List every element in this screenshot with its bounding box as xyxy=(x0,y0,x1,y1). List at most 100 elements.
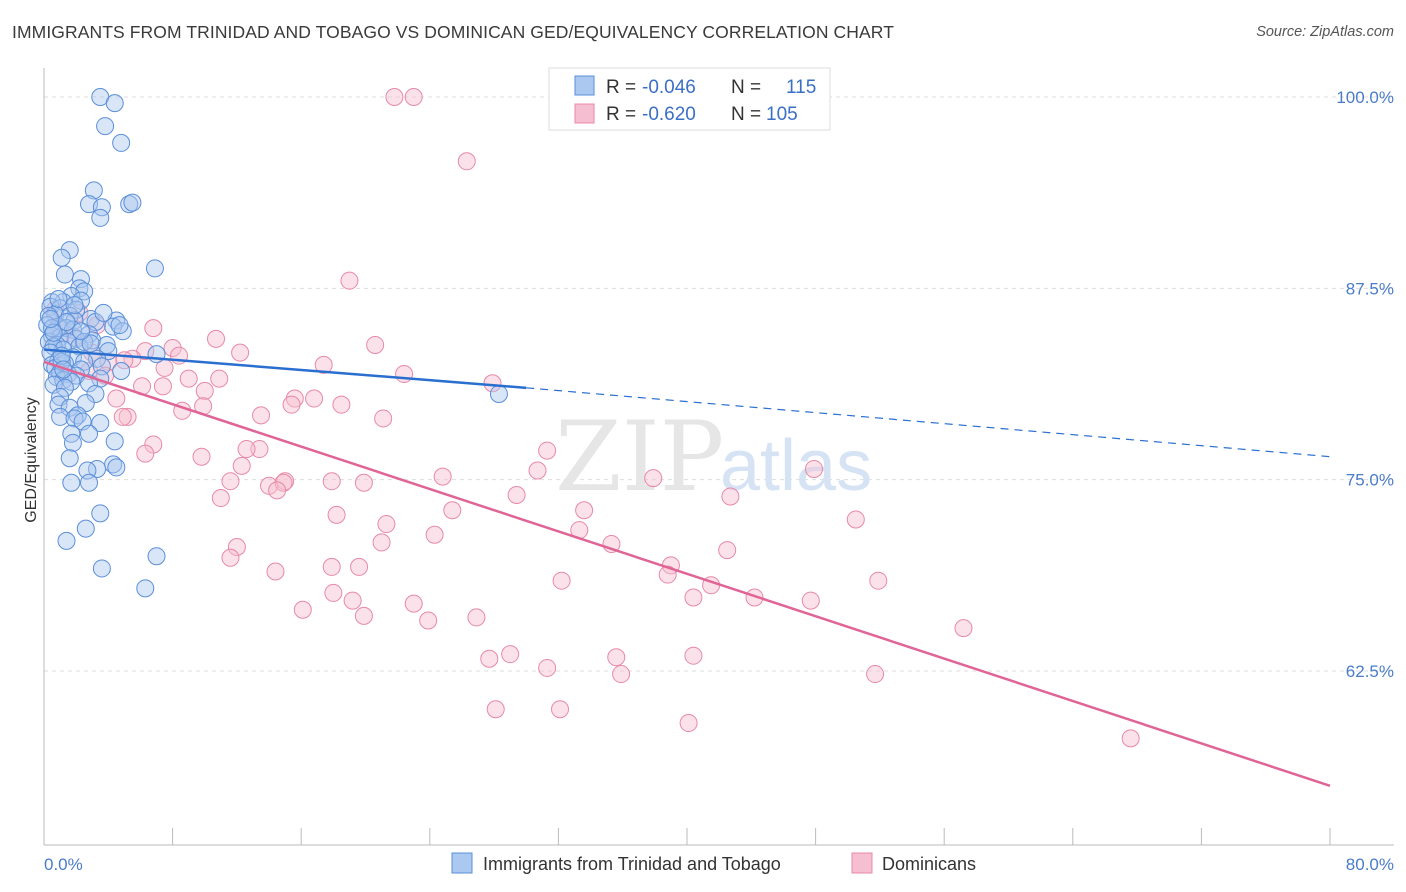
data-point-trinidad xyxy=(92,559,111,578)
data-point-dominicans xyxy=(644,469,663,488)
data-point-trinidad xyxy=(51,407,70,426)
data-point-dominicans xyxy=(804,459,823,478)
x-tick-label-min: 0.0% xyxy=(44,855,83,874)
data-point-dominicans xyxy=(528,461,547,480)
legend-n-label-2: N = xyxy=(731,104,761,125)
trend-line-dominicans xyxy=(43,360,1331,787)
data-point-trinidad xyxy=(60,449,79,468)
data-point-dominicans xyxy=(575,501,594,520)
data-point-dominicans xyxy=(250,440,269,459)
data-point-trinidad xyxy=(91,208,110,227)
data-point-dominicans xyxy=(179,369,198,388)
data-point-dominicans xyxy=(266,562,285,581)
data-point-dominicans xyxy=(480,649,499,668)
data-point-dominicans xyxy=(486,700,505,719)
data-point-dominicans xyxy=(385,88,404,106)
data-point-dominicans xyxy=(268,481,287,500)
data-point-dominicans xyxy=(501,645,520,664)
data-point-dominicans xyxy=(192,447,211,466)
data-point-dominicans xyxy=(684,588,703,607)
y-tick-label: 75.0% xyxy=(1346,471,1394,490)
data-point-dominicans xyxy=(607,648,626,667)
data-point-dominicans xyxy=(227,538,246,557)
data-point-trinidad xyxy=(55,378,74,397)
data-point-dominicans xyxy=(113,407,132,426)
data-point-trinidad xyxy=(105,432,124,451)
data-point-trinidad xyxy=(84,181,103,200)
data-point-trinidad xyxy=(65,296,84,315)
data-point-trinidad xyxy=(136,579,155,598)
data-point-dominicans xyxy=(210,369,229,388)
data-point-dominicans xyxy=(314,355,333,374)
series-trinidad xyxy=(38,88,508,598)
trend-line-trinidad xyxy=(43,348,527,390)
data-point-trinidad xyxy=(62,424,81,443)
data-point-dominicans xyxy=(153,377,172,396)
legend-box xyxy=(548,67,831,131)
data-point-dominicans xyxy=(538,658,557,677)
watermark-zip: ZIP xyxy=(555,401,724,513)
data-point-dominicans xyxy=(846,510,865,529)
bottom-legend-label-1: Immigrants from Trinidad and Tobago xyxy=(483,854,781,874)
data-point-dominicans xyxy=(443,501,462,520)
data-point-trinidad xyxy=(107,458,126,477)
data-point-dominicans xyxy=(419,611,438,630)
data-point-dominicans xyxy=(552,571,571,590)
data-point-dominicans xyxy=(425,525,444,544)
data-point-dominicans xyxy=(305,389,324,408)
y-tick-label: 62.5% xyxy=(1346,662,1394,681)
data-point-dominicans xyxy=(538,441,557,460)
data-point-dominicans xyxy=(282,395,301,414)
data-point-dominicans xyxy=(231,343,250,362)
data-point-trinidad xyxy=(68,406,87,425)
data-point-dominicans xyxy=(404,594,423,613)
data-point-dominicans xyxy=(332,395,351,414)
data-point-trinidad xyxy=(71,322,90,341)
data-point-dominicans xyxy=(801,591,820,610)
data-point-dominicans xyxy=(322,557,341,576)
bottom-legend-swatch-blue xyxy=(451,852,473,874)
data-point-trinidad xyxy=(94,303,113,322)
legend-n-value-1: 115 xyxy=(786,77,816,98)
data-point-trinidad xyxy=(75,332,94,351)
legend-r-label-1: R = xyxy=(606,77,636,98)
data-point-trinidad xyxy=(91,414,110,433)
trend-lines xyxy=(43,348,1331,787)
data-point-dominicans xyxy=(366,335,385,354)
bottom-legend-swatch-pink xyxy=(851,852,873,874)
data-point-dominicans xyxy=(136,444,155,463)
data-point-dominicans xyxy=(658,565,677,584)
data-point-dominicans xyxy=(237,440,256,459)
data-point-trinidad xyxy=(110,316,129,335)
data-point-trinidad xyxy=(76,519,95,538)
legend-r-value-1: -0.046 xyxy=(642,77,696,98)
data-point-dominicans xyxy=(144,319,163,338)
data-point-dominicans xyxy=(377,515,396,534)
data-point-dominicans xyxy=(372,533,391,552)
data-point-dominicans xyxy=(457,152,476,171)
data-point-dominicans xyxy=(433,467,452,486)
data-point-trinidad xyxy=(88,459,107,478)
data-point-trinidad xyxy=(80,424,99,443)
data-point-trinidad xyxy=(112,133,131,152)
data-point-dominicans xyxy=(612,665,631,684)
legend-n-value-2: 105 xyxy=(766,104,798,125)
data-point-dominicans xyxy=(232,456,251,475)
data-point-trinidad xyxy=(44,323,63,342)
data-point-dominicans xyxy=(274,473,293,492)
correlation-legend: R = -0.046 N = 115 R = -0.620 N = 105 xyxy=(548,67,831,131)
data-point-dominicans xyxy=(395,365,414,384)
legend-n-label-1: N = xyxy=(731,77,761,98)
data-point-trinidad xyxy=(489,384,508,403)
data-point-dominicans xyxy=(293,600,312,619)
data-point-trinidad xyxy=(62,473,81,492)
data-point-trinidad xyxy=(86,384,105,403)
y-tick-labels: 62.5% 75.0% 87.5% 100.0% xyxy=(1336,88,1394,681)
x-ticks xyxy=(43,828,1331,845)
data-point-dominicans xyxy=(324,583,343,602)
data-point-trinidad xyxy=(105,94,124,113)
data-point-dominicans xyxy=(745,588,764,607)
data-point-trinidad xyxy=(96,117,115,136)
data-point-dominicans xyxy=(721,487,740,506)
